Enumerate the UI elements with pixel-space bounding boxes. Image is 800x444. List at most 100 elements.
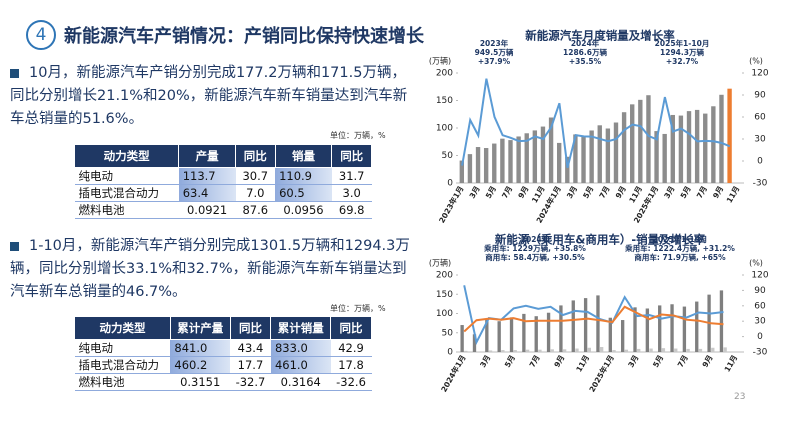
bar: [613, 122, 619, 183]
annotation: +35.5%: [569, 57, 602, 66]
table: 动力类型 累计产量 同比 累计销量 同比 纯电动 841.0 43.4 833.0 42.9 插电式…: [74, 316, 372, 391]
y2-tick-label: 30: [754, 317, 766, 327]
y2-axis-label: (%): [749, 57, 763, 66]
table-cell: 461.0: [270, 356, 331, 374]
paragraph: 1-10月，新能源汽车产销分别完成1301.5万辆和1294.3万辆，同比分别增…: [10, 235, 410, 304]
bar: [678, 115, 684, 183]
bar: [596, 295, 600, 352]
annotation: 949.5万辆: [475, 47, 514, 57]
column-header: 累计产量: [169, 316, 231, 340]
x-tick-label: 7月: [676, 354, 690, 370]
table-cell: 纯电动: [74, 167, 179, 185]
bar: [719, 290, 724, 352]
annotation: 2023年: [480, 38, 509, 48]
bar: [525, 349, 530, 352]
table-row: 燃料电池 0.0921 87.6 0.0956 69.8: [74, 201, 372, 219]
bar: [638, 99, 643, 183]
x-tick-label: 9月: [711, 185, 725, 201]
bar: [698, 348, 703, 352]
table-cell: -32.7: [230, 373, 271, 391]
column-header: 销量: [274, 144, 333, 168]
table-row: 燃料电池 0.3151 -32.7 0.3164 -32.6: [74, 373, 372, 391]
paragraph-text: 10月，新能源汽车产销分别完成177.2万辆和171.5万辆，同比分别增长21.…: [10, 65, 408, 127]
bar: [538, 349, 542, 352]
x-tick-label: 5月: [651, 354, 665, 370]
table-cell: 0.0956: [275, 201, 332, 219]
line-series: [461, 78, 731, 168]
bar: [476, 351, 480, 352]
bar: [654, 131, 659, 183]
x-tick-label: 3月: [478, 354, 492, 370]
table-cell: 113.7: [178, 167, 236, 185]
y2-tick-label: 30: [754, 135, 766, 145]
table-cell: 87.6: [235, 201, 276, 219]
y2-tick-label: 90: [754, 91, 766, 101]
table-cell: 833.0: [270, 339, 331, 357]
x-tick-label: 2024年1月: [438, 353, 467, 394]
bar: [645, 308, 650, 352]
bar: [600, 346, 604, 352]
y2-axis-label: (%): [749, 259, 763, 268]
chart-title: 新能源（乘用车&商用车）-销量及增长率: [495, 233, 706, 247]
bar: [620, 320, 625, 352]
header-row: 动力类型 累计产量 同比 累计销量 同比: [74, 316, 372, 340]
bar: [670, 304, 674, 352]
bar: [624, 349, 629, 352]
y2-tick-label: 0: [757, 332, 763, 342]
bar: [670, 114, 675, 183]
unit-note: 单位：万辆，%: [330, 304, 386, 313]
bar: [658, 305, 662, 352]
bar: [513, 350, 517, 352]
annotation: 2024年: [571, 38, 600, 48]
table-cell: 3.0: [331, 184, 372, 202]
table-cell: 0.3151: [170, 373, 231, 391]
table-cell: 110.9: [275, 167, 332, 185]
bar: [608, 317, 612, 352]
bar: [571, 300, 575, 352]
y2-tick-label: 120: [751, 69, 768, 79]
header-row: 动力类型 产量 同比 销量 同比: [73, 144, 372, 168]
bar: [467, 154, 473, 183]
annotation: +32.7%: [666, 57, 699, 66]
bar: [662, 133, 667, 183]
x-tick-label: 5月: [581, 185, 595, 201]
bar: [485, 319, 489, 352]
bar: [501, 350, 505, 352]
x-tick-label: 9月: [700, 354, 714, 370]
y-tick-label: 150: [436, 96, 453, 106]
table-cell: 燃料电池: [74, 373, 171, 391]
bar: [575, 348, 579, 352]
paragraph: 10月，新能源汽车产销分别完成177.2万辆和171.5万辆，同比分别增长21.…: [10, 62, 410, 131]
table-cell: 42.9: [330, 339, 372, 357]
bar: [711, 106, 716, 183]
table-cell: 0.0921: [178, 201, 236, 219]
y2-tick-label: -30: [753, 348, 768, 358]
y-tick-label: 0: [447, 348, 453, 358]
bar: [562, 349, 567, 352]
x-tick-label: 9月: [516, 185, 530, 201]
table-cell: 60.5: [275, 184, 332, 202]
bar: [695, 301, 699, 352]
column-header: 产量: [178, 144, 237, 168]
bar: [509, 317, 514, 352]
table-row: 纯电动 841.0 43.4 833.0 42.9: [74, 339, 372, 357]
bar: [589, 130, 594, 183]
x-tick-label: 7月: [695, 185, 709, 201]
bar: [630, 104, 635, 183]
table-cell: 841.0: [170, 339, 231, 357]
table-cell: 燃料电池: [74, 201, 179, 219]
y-tick-label: 200: [436, 271, 453, 281]
annotation: 2025年1-10月: [653, 234, 708, 244]
bar: [459, 160, 465, 183]
annotation: 乘用车: 1229万辆, +35.8%: [483, 243, 586, 253]
bar: [540, 126, 546, 183]
x-tick-label: 9月: [614, 185, 628, 201]
bar: [556, 142, 562, 183]
bar: [703, 113, 708, 183]
x-tick-label: 3月: [626, 354, 640, 370]
y-tick-label: 200: [436, 69, 453, 79]
x-tick-label: 5月: [484, 185, 498, 201]
bar: [674, 348, 678, 352]
bar: [548, 117, 554, 183]
y-axis-label: (万辆): [429, 258, 451, 268]
